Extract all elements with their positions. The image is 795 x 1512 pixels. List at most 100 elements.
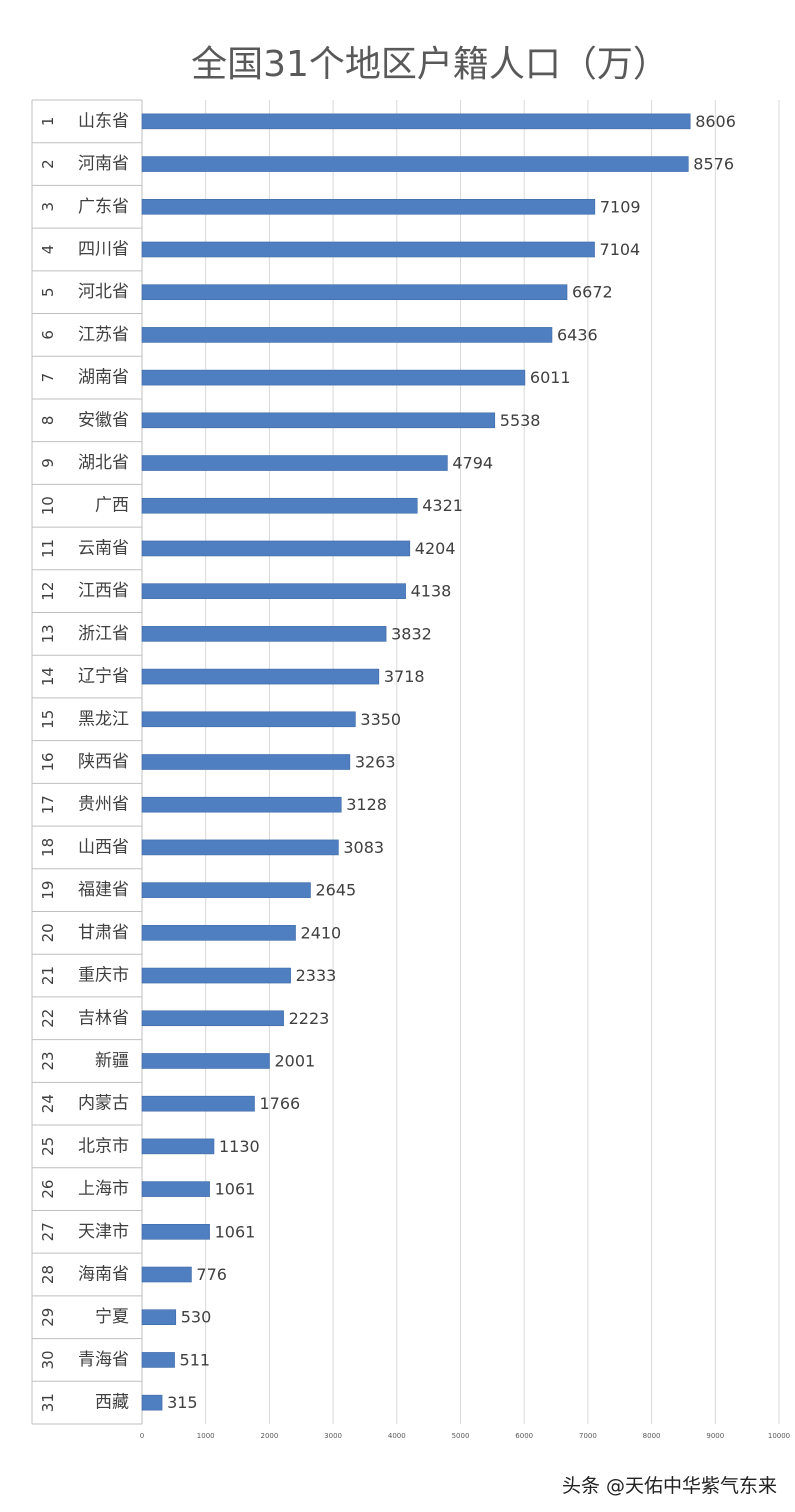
category-rank-label: 2 — [39, 159, 57, 169]
data-label: 7109 — [600, 197, 641, 216]
category-axis: 1 山东省 2 河南省 3 广东省 4 四川省 5 河北省 6 江苏省 7 湖南省 8 安徽省 9 湖北省 10 广西… — [31, 99, 143, 1425]
category-rank-label: 15 — [39, 710, 57, 729]
category-name-label: 福建省 — [78, 880, 129, 900]
category-name-label: 山东省 — [78, 111, 129, 131]
data-label: 2223 — [289, 1009, 330, 1028]
bar — [141, 754, 351, 770]
data-label: 1130 — [219, 1137, 260, 1156]
category-name-label: 吉林省 — [78, 1008, 129, 1028]
bar — [141, 882, 311, 898]
category-name-label: 青海省 — [78, 1350, 129, 1370]
category-rank-label: 21 — [39, 966, 57, 985]
data-labels: 8606 8576 7109 7104 6672 6436 6011 5538 4794 4321… — [167, 112, 736, 1412]
bar — [141, 839, 339, 856]
data-label: 6672 — [572, 283, 613, 302]
data-label: 2645 — [315, 881, 356, 900]
data-label: 4204 — [415, 539, 456, 558]
data-label: 4321 — [422, 496, 463, 515]
category-rank-label: 1 — [39, 117, 57, 127]
bar — [141, 1138, 215, 1155]
category-rank-label: 28 — [39, 1265, 57, 1284]
bar — [141, 1394, 163, 1411]
category-name-label: 北京市 — [78, 1136, 129, 1156]
category-rank-label: 22 — [39, 1009, 57, 1028]
bar — [141, 711, 356, 728]
x-tick-label: 0 — [140, 1432, 144, 1440]
category-name-label: 内蒙古 — [78, 1094, 129, 1114]
bar — [141, 626, 387, 642]
category-rank-label: 7 — [39, 373, 57, 383]
category-rank-label: 19 — [39, 881, 57, 900]
bar — [141, 113, 691, 130]
category-name-label: 安徽省 — [78, 410, 129, 430]
data-label: 776 — [196, 1265, 227, 1284]
x-tick-label: 2000 — [260, 1432, 278, 1440]
category-name-label: 重庆市 — [78, 966, 129, 986]
bar — [141, 796, 342, 813]
category-name-label: 湖北省 — [78, 453, 129, 473]
category-name-label: 湖南省 — [78, 368, 129, 388]
x-tick-label: 3000 — [324, 1432, 342, 1440]
data-label: 511 — [180, 1350, 211, 1369]
category-rank-label: 13 — [39, 624, 57, 643]
category-name-label: 广西 — [95, 496, 129, 516]
category-rank-label: 24 — [39, 1094, 57, 1113]
watermark-text: 头条 @天佑中华紫气东来 — [561, 1475, 777, 1497]
category-name-label: 江苏省 — [78, 325, 129, 345]
category-name-label: 四川省 — [78, 239, 129, 259]
category-rank-label: 8 — [39, 416, 57, 426]
bar — [141, 668, 380, 685]
data-label: 2410 — [301, 923, 342, 942]
data-label: 3083 — [343, 838, 384, 857]
bar — [141, 198, 596, 215]
bar — [141, 497, 418, 514]
bar — [141, 1224, 210, 1240]
category-name-label: 江西省 — [78, 581, 129, 601]
category-name-label: 浙江省 — [78, 624, 129, 644]
category-rank-label: 16 — [39, 752, 57, 771]
category-rank-label: 9 — [39, 458, 57, 468]
bar — [141, 583, 406, 599]
category-rank-label: 12 — [39, 582, 57, 601]
category-name-label: 天津市 — [78, 1222, 129, 1242]
data-label: 1061 — [215, 1222, 256, 1241]
bar — [141, 1352, 175, 1368]
data-label: 6011 — [530, 368, 571, 387]
category-name-label: 宁夏 — [95, 1307, 129, 1327]
x-tick-label: 8000 — [643, 1432, 661, 1440]
category-rank-label: 20 — [39, 923, 57, 942]
category-name-label: 上海市 — [78, 1179, 129, 1199]
category-name-label: 黑龙江 — [78, 709, 129, 729]
data-label: 530 — [181, 1308, 212, 1327]
data-label: 4138 — [411, 582, 452, 601]
x-tick-label: 5000 — [452, 1432, 470, 1440]
category-name-label: 陕西省 — [78, 752, 129, 772]
category-rank-label: 18 — [39, 838, 57, 857]
category-name-label: 西藏 — [95, 1393, 129, 1413]
x-axis-ticks: 0 1000 2000 3000 4000 5000 6000 7000 8000 9000 100… — [140, 1432, 790, 1440]
category-rank-label: 4 — [39, 245, 57, 255]
bar — [141, 241, 595, 258]
category-name-label: 贵州省 — [78, 795, 129, 815]
data-label: 3350 — [360, 710, 401, 729]
category-rank-label: 5 — [39, 287, 57, 297]
bar — [141, 540, 411, 557]
chart-title: 全国31个地区户籍人口（万） — [191, 44, 669, 85]
category-rank-label: 14 — [39, 667, 57, 686]
data-label: 7104 — [600, 240, 641, 259]
data-label: 5538 — [500, 411, 541, 430]
data-label: 3832 — [391, 624, 432, 643]
category-rank-label: 25 — [39, 1137, 57, 1156]
bar — [141, 284, 568, 300]
data-label: 1766 — [259, 1094, 300, 1113]
x-tick-label: 1000 — [197, 1432, 215, 1440]
bar — [141, 925, 296, 941]
category-rank-label: 6 — [39, 330, 57, 340]
category-name-label: 云南省 — [78, 538, 129, 558]
data-label: 3263 — [355, 753, 396, 772]
category-name-label: 广东省 — [78, 197, 129, 217]
x-tick-label: 7000 — [579, 1432, 597, 1440]
category-name-label: 新疆 — [95, 1051, 129, 1071]
x-tick-label: 9000 — [706, 1432, 724, 1440]
category-rank-label: 10 — [39, 496, 57, 515]
